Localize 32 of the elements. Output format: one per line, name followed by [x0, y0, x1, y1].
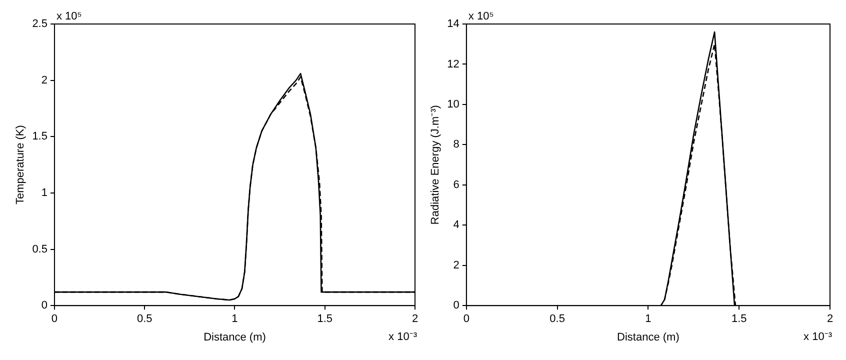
- y-tick-label: 2: [41, 74, 48, 86]
- y-tick-label: 1.5: [32, 130, 48, 143]
- x-tick-label: 2: [826, 313, 834, 326]
- x-axis-title: Distance (m): [617, 331, 680, 344]
- text: x 10⁵: [468, 10, 494, 23]
- x-tick-label: 1.5: [731, 313, 747, 326]
- x-tick-label: 0.5: [136, 313, 152, 326]
- y-tick-label: 0: [453, 300, 460, 312]
- y-tick-label: 4: [453, 219, 460, 232]
- x-tick-label: 0.5: [550, 313, 565, 326]
- y-tick-label: 2: [453, 259, 460, 272]
- y-tick-label: 8: [453, 138, 460, 151]
- x-tick-label: 1: [232, 313, 238, 326]
- text: x 10⁻³: [804, 331, 832, 344]
- x-axis-title: Distance (m): [204, 331, 266, 344]
- x-tick-label: 0: [51, 313, 58, 326]
- x-tick-label: 2: [412, 313, 418, 326]
- y-axis-title: Temperature (K): [14, 125, 27, 205]
- y-tick-label: 12: [447, 58, 460, 70]
- x-tick-label: 0: [463, 313, 470, 326]
- x-tick-label: 1: [645, 313, 652, 326]
- y-tick-label: 0.5: [32, 243, 48, 256]
- text: x 10⁻³: [388, 331, 418, 344]
- y-tick-label: 14: [447, 18, 460, 30]
- y-tick-label: 2.5: [32, 18, 48, 30]
- y-axis-title: Radiative Energy (J.m⁻³): [430, 105, 442, 225]
- y-tick-label: 10: [447, 98, 460, 110]
- text: x 10⁵: [56, 10, 82, 23]
- y-tick-label: 1: [41, 186, 48, 199]
- y-tick-label: 6: [453, 178, 460, 191]
- x-tick-label: 1.5: [317, 313, 333, 326]
- y-tick-label: 0: [41, 300, 48, 312]
